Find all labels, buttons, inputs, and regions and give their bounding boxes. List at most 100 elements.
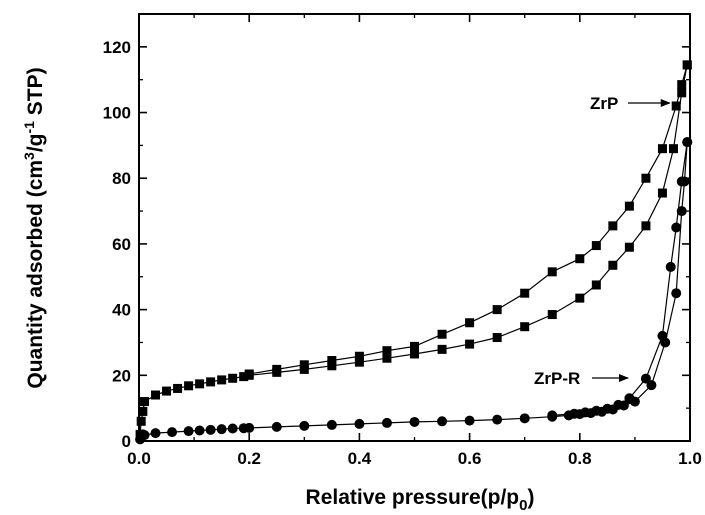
- axis-tick-labels: 0.0 0.2 0.4 0.6 0.8 1.0 0 20 40 60 80 100 120: [103, 38, 702, 468]
- zrp-r-adsorption-point: [271, 421, 282, 432]
- zrp-desorption-point: [354, 351, 364, 361]
- zrp-r-adsorption-point: [464, 415, 475, 426]
- zrp-desorption-point: [272, 364, 282, 374]
- zrp-desorption-point: [327, 356, 337, 366]
- y-tick-label: 80: [112, 169, 131, 188]
- zrp-adsorption-point: [228, 373, 238, 383]
- zrp-desorption-point: [608, 221, 618, 231]
- zrp-desorption-point: [382, 346, 392, 356]
- zrp-r-adsorption-point: [205, 424, 216, 435]
- zrp-adsorption-point: [668, 144, 678, 154]
- zrp-desorption-point: [641, 173, 651, 183]
- y-tick-label: 0: [122, 432, 131, 451]
- zrp-adsorption-point: [410, 349, 419, 359]
- y-tick-label: 40: [112, 301, 131, 320]
- x-tick-label: 0.8: [568, 449, 592, 468]
- y-axis-title: Quantity adsorbed (cm3/g-1 STP): [21, 67, 47, 388]
- zrp-r-adsorption-point: [519, 413, 530, 424]
- x-tick-label: 0.0: [127, 449, 151, 468]
- zrp-desorption-line: [249, 64, 688, 375]
- zrp-r-adsorption-point: [409, 416, 420, 427]
- zrp-adsorption-point: [327, 361, 337, 371]
- zrp-desorption-point: [657, 144, 667, 154]
- zrp-adsorption-point: [608, 260, 618, 270]
- zrp-r-desorption-point: [665, 261, 676, 272]
- x-tick-label: 0.6: [458, 449, 482, 468]
- series-zrp: [135, 60, 692, 439]
- zrp-r-adsorption-point: [150, 428, 161, 439]
- zrp-r-adsorption-point: [381, 417, 392, 428]
- zrp-r-adsorption-point: [216, 424, 227, 435]
- zrp-r-adsorption-point: [676, 206, 687, 217]
- zrp-adsorption-point: [206, 377, 216, 387]
- zrp-r-adsorption-line: [139, 142, 688, 440]
- zrp-r-adsorption-point: [354, 418, 365, 429]
- zrp-desorption-point: [671, 101, 681, 111]
- zrp-r-desorption-point: [624, 393, 635, 404]
- x-tick-label: 1.0: [678, 449, 702, 468]
- zrp-adsorption-point: [657, 188, 667, 198]
- annotation-label-zrp-r: ZrP-R: [534, 369, 580, 388]
- zrp-desorption-point: [299, 360, 309, 370]
- zrp-r-desorption-point: [602, 403, 613, 414]
- zrp-adsorption-point: [138, 406, 148, 416]
- zrp-r-desorption-point: [640, 373, 651, 384]
- annotations: ZrP ZrP-R: [534, 94, 671, 388]
- zrp-r-desorption-point: [676, 176, 687, 187]
- y-tick-label: 60: [112, 235, 131, 254]
- zrp-r-desorption-point: [671, 222, 682, 233]
- zrp-r-adsorption-point: [139, 430, 150, 441]
- zrp-r-adsorption-point: [646, 380, 657, 391]
- zrp-r-adsorption-point: [244, 422, 255, 433]
- zrp-adsorption-point: [492, 333, 502, 343]
- data-series: [135, 60, 693, 445]
- zrp-adsorption-point: [140, 397, 150, 407]
- zrp-r-adsorption-point: [299, 420, 310, 431]
- x-axis-title: Relative pressure(p/p0): [306, 486, 535, 514]
- zrp-desorption-point: [624, 201, 634, 211]
- zrp-r-desorption-point: [657, 330, 668, 341]
- zrp-desorption-point: [437, 329, 447, 339]
- zrp-r-adsorption-point: [167, 427, 178, 438]
- zrp-desorption-point: [677, 80, 687, 90]
- y-tick-label: 120: [103, 38, 131, 57]
- zrp-adsorption-point: [184, 381, 194, 391]
- zrp-adsorption-point: [465, 339, 475, 349]
- zrp-adsorption-line: [139, 64, 688, 435]
- zrp-adsorption-point: [624, 242, 634, 252]
- zrp-adsorption-point: [136, 416, 146, 426]
- zrp-r-adsorption-point: [492, 414, 503, 425]
- zrp-adsorption-point: [299, 364, 309, 374]
- zrp-adsorption-point: [520, 322, 530, 332]
- zrp-adsorption-point: [162, 386, 172, 396]
- zrp-adsorption-point: [173, 383, 183, 393]
- zrp-desorption-point: [591, 241, 601, 251]
- zrp-r-adsorption-point: [183, 426, 194, 437]
- zrp-desorption-point: [547, 267, 557, 277]
- zrp-r-desorption-point: [580, 407, 591, 418]
- zrp-adsorption-point: [239, 372, 249, 382]
- zrp-r-desorption-point: [682, 137, 693, 148]
- zrp-r-adsorption-point: [326, 419, 337, 430]
- zrp-adsorption-point: [437, 344, 447, 354]
- zrp-desorption-point: [410, 341, 419, 351]
- axis-ticks: [138, 13, 691, 442]
- zrp-desorption-point: [520, 288, 530, 298]
- zrp-r-desorption-point: [591, 405, 602, 416]
- zrp-adsorption-point: [591, 280, 601, 290]
- zrp-adsorption-point: [547, 310, 557, 320]
- zrp-adsorption-point: [195, 379, 205, 389]
- annotation-label-zrp: ZrP: [590, 94, 618, 113]
- series-zrp-r: [135, 137, 693, 445]
- zrp-adsorption-point: [382, 353, 392, 363]
- zrp-r-desorption-point: [547, 410, 558, 421]
- zrp-desorption-point: [465, 318, 475, 328]
- zrp-desorption-point: [492, 305, 502, 315]
- x-tick-label: 0.4: [348, 449, 372, 468]
- zrp-desorption-point: [575, 254, 585, 264]
- zrp-adsorption-point: [641, 221, 651, 231]
- zrp-adsorption-point: [575, 293, 585, 303]
- zrp-adsorption-point: [151, 390, 161, 400]
- zrp-r-desorption-point: [569, 408, 580, 419]
- x-tick-label: 0.2: [237, 449, 261, 468]
